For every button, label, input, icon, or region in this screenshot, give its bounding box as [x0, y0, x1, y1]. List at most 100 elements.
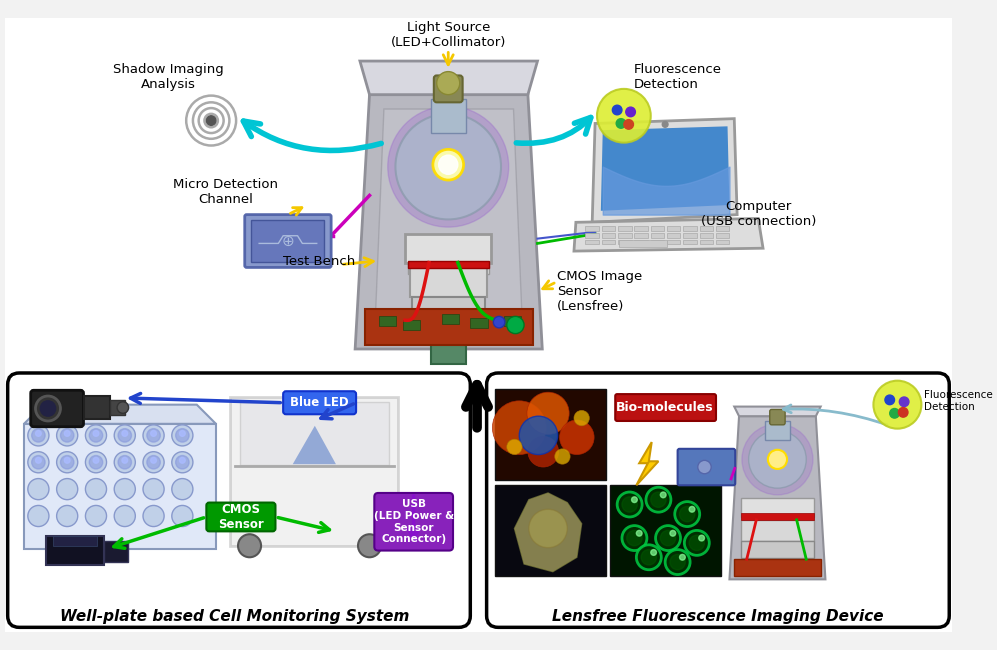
Circle shape	[898, 408, 908, 417]
Circle shape	[238, 534, 261, 557]
Bar	[230, 397, 399, 546]
Text: Well-plate based Cell Monitoring System: Well-plate based Cell Monitoring System	[61, 609, 410, 624]
Circle shape	[627, 530, 642, 546]
FancyBboxPatch shape	[770, 410, 785, 425]
Circle shape	[28, 506, 49, 526]
Text: CMOS Image
Sensor
(Lensfree): CMOS Image Sensor (Lensfree)	[556, 270, 642, 313]
Circle shape	[749, 430, 807, 488]
Circle shape	[641, 550, 656, 565]
Circle shape	[662, 122, 668, 127]
Circle shape	[175, 428, 189, 442]
Bar	[667, 240, 681, 244]
Circle shape	[143, 425, 165, 446]
Circle shape	[660, 530, 676, 546]
Bar	[634, 233, 648, 238]
Circle shape	[28, 478, 49, 500]
Circle shape	[612, 105, 622, 115]
Bar	[24, 424, 216, 549]
Bar	[734, 559, 821, 577]
Circle shape	[28, 425, 49, 446]
Bar	[405, 234, 492, 263]
FancyBboxPatch shape	[31, 390, 84, 427]
Circle shape	[32, 456, 45, 469]
Circle shape	[179, 430, 185, 436]
Circle shape	[554, 448, 570, 464]
Circle shape	[143, 478, 165, 500]
Circle shape	[36, 396, 61, 421]
Polygon shape	[636, 442, 658, 486]
Bar	[667, 226, 681, 231]
Circle shape	[115, 478, 136, 500]
Circle shape	[559, 420, 594, 454]
Bar	[741, 513, 814, 520]
Bar	[716, 233, 730, 238]
Circle shape	[631, 497, 637, 502]
Circle shape	[670, 554, 685, 570]
Text: USB
(LED Power &
Sensor
Connector): USB (LED Power & Sensor Connector)	[374, 499, 454, 544]
Circle shape	[665, 550, 690, 575]
Bar	[496, 389, 605, 480]
Bar	[651, 240, 664, 244]
Circle shape	[147, 456, 161, 469]
Circle shape	[151, 458, 157, 463]
Circle shape	[626, 107, 635, 117]
Polygon shape	[293, 426, 336, 464]
Bar	[700, 240, 713, 244]
Bar	[741, 520, 814, 541]
Bar	[496, 486, 605, 577]
Circle shape	[684, 530, 709, 555]
Circle shape	[61, 428, 74, 442]
Circle shape	[57, 452, 78, 473]
Circle shape	[206, 116, 216, 125]
Circle shape	[574, 410, 589, 426]
Bar	[602, 240, 615, 244]
Circle shape	[506, 317, 524, 333]
Circle shape	[86, 452, 107, 473]
FancyBboxPatch shape	[244, 214, 331, 267]
Bar	[683, 226, 697, 231]
Bar	[412, 297, 485, 321]
Circle shape	[117, 402, 129, 413]
Polygon shape	[514, 493, 581, 571]
Bar	[765, 421, 790, 440]
Text: Bio-molecules: Bio-molecules	[616, 401, 714, 414]
Circle shape	[93, 430, 99, 436]
Circle shape	[151, 430, 157, 436]
Polygon shape	[734, 407, 821, 416]
Bar	[683, 240, 697, 244]
Circle shape	[147, 428, 161, 442]
Circle shape	[86, 506, 107, 526]
Text: Fluorescence
Detection: Fluorescence Detection	[924, 390, 993, 412]
FancyBboxPatch shape	[206, 502, 275, 531]
Circle shape	[57, 478, 78, 500]
Bar	[667, 233, 681, 238]
FancyBboxPatch shape	[283, 391, 356, 414]
Bar	[431, 321, 466, 365]
Text: CMOS
Sensor: CMOS Sensor	[218, 503, 264, 531]
Circle shape	[171, 506, 193, 526]
Circle shape	[57, 425, 78, 446]
Circle shape	[439, 155, 458, 174]
Circle shape	[358, 534, 381, 557]
Circle shape	[689, 506, 695, 512]
Circle shape	[65, 458, 70, 463]
Circle shape	[689, 535, 705, 551]
Bar	[618, 240, 631, 244]
Bar	[442, 315, 459, 324]
Bar	[585, 233, 599, 238]
Circle shape	[527, 436, 558, 467]
Circle shape	[179, 458, 185, 463]
Bar	[634, 226, 648, 231]
Circle shape	[506, 439, 522, 454]
Circle shape	[90, 428, 103, 442]
Circle shape	[624, 120, 633, 129]
Bar	[46, 536, 104, 565]
Circle shape	[617, 492, 642, 517]
FancyBboxPatch shape	[434, 75, 463, 102]
Bar	[111, 400, 125, 415]
Circle shape	[675, 502, 700, 526]
Circle shape	[636, 530, 642, 536]
Bar	[610, 486, 721, 577]
Bar	[408, 261, 489, 268]
Circle shape	[115, 452, 136, 473]
